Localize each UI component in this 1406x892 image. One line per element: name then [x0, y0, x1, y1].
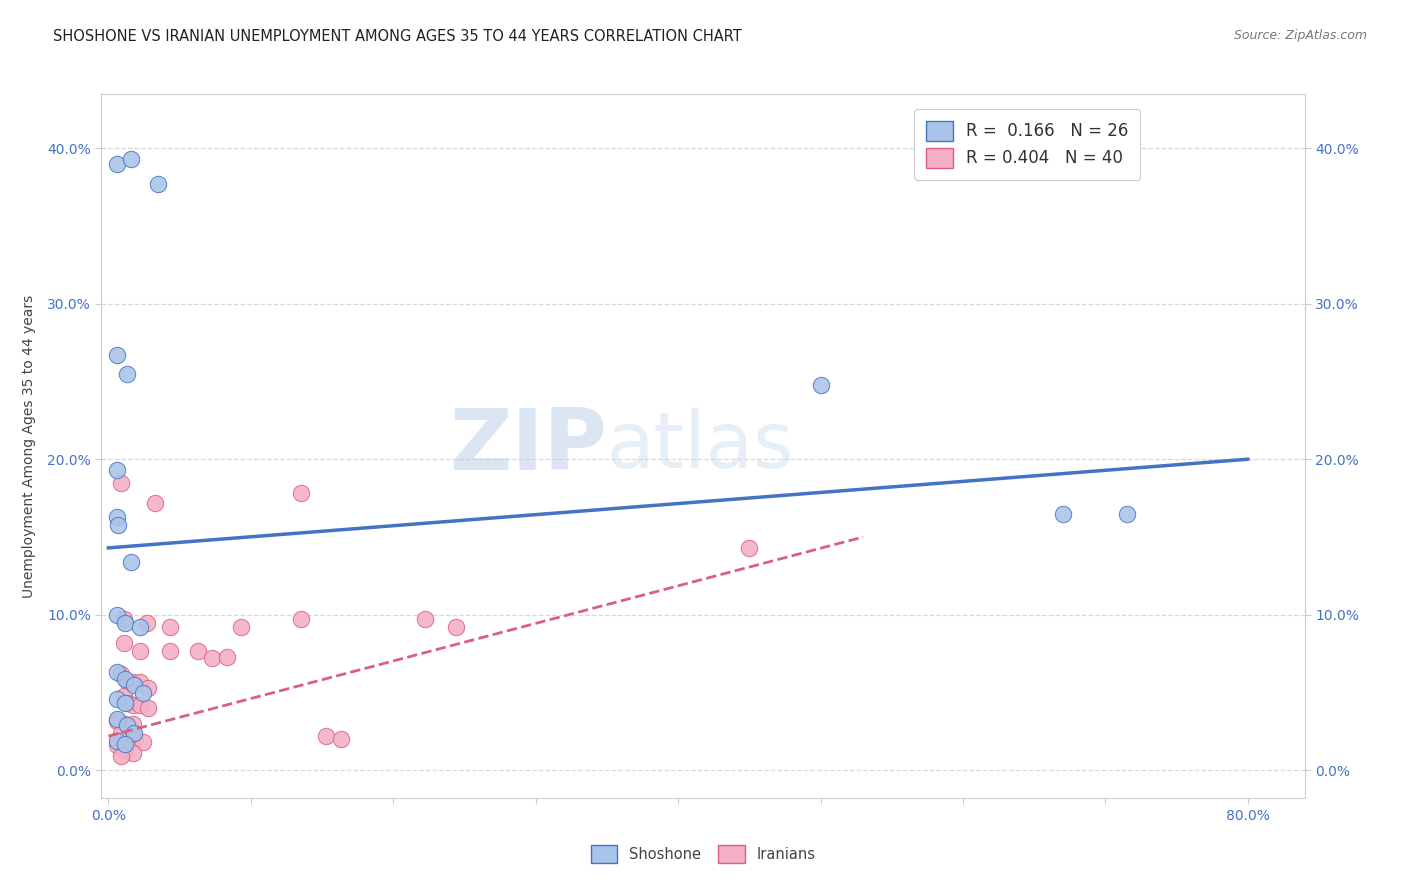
Point [105, 607, 128, 622]
Point [112, 689, 135, 703]
Point [114, 716, 136, 731]
Point [1115, 507, 1137, 521]
Point [105, 712, 128, 726]
Point [128, 698, 150, 712]
Point [114, 615, 136, 630]
Point [148, 177, 170, 191]
Point [105, 733, 128, 747]
Point [114, 743, 136, 757]
Point [105, 463, 128, 477]
Point [290, 486, 312, 500]
Point [121, 746, 143, 760]
Point [105, 714, 128, 728]
Point [187, 643, 209, 657]
Point [136, 681, 159, 695]
Point [159, 643, 181, 657]
Point [159, 620, 181, 634]
Text: ZIP: ZIP [449, 404, 607, 488]
Point [112, 612, 135, 626]
Point [115, 718, 138, 732]
Point [105, 739, 128, 753]
Point [121, 674, 143, 689]
Point [122, 726, 145, 740]
Point [120, 152, 142, 166]
Point [444, 620, 467, 634]
Point [131, 685, 153, 699]
Point [117, 729, 139, 743]
Point [105, 156, 128, 170]
Point [290, 612, 312, 626]
Point [114, 697, 136, 711]
Point [215, 649, 238, 664]
Point [110, 726, 132, 740]
Text: Source: ZipAtlas.com: Source: ZipAtlas.com [1233, 29, 1367, 42]
Point [738, 541, 761, 555]
Point [1052, 507, 1074, 521]
Text: SHOSHONE VS IRANIAN UNEMPLOYMENT AMONG AGES 35 TO 44 YEARS CORRELATION CHART: SHOSHONE VS IRANIAN UNEMPLOYMENT AMONG A… [53, 29, 742, 44]
Point [114, 737, 136, 751]
Point [105, 665, 128, 680]
Point [201, 651, 224, 665]
Point [124, 732, 146, 747]
Point [105, 691, 128, 706]
Point [105, 348, 128, 362]
Point [810, 377, 832, 392]
Point [117, 674, 139, 689]
Point [121, 716, 143, 731]
Point [315, 729, 337, 743]
Point [120, 555, 142, 569]
Point [413, 612, 436, 626]
Point [105, 509, 128, 524]
Point [229, 620, 252, 634]
Y-axis label: Unemployment Among Ages 35 to 44 years: Unemployment Among Ages 35 to 44 years [22, 294, 35, 598]
Point [114, 672, 136, 686]
Legend: Shoshone, Iranians: Shoshone, Iranians [585, 839, 821, 869]
Point [128, 620, 150, 634]
Point [121, 698, 143, 712]
Point [117, 697, 139, 711]
Point [110, 749, 132, 764]
Point [110, 475, 132, 490]
Point [115, 367, 138, 381]
Point [143, 496, 166, 510]
Point [128, 643, 150, 657]
Point [110, 666, 132, 681]
Point [329, 732, 352, 747]
Point [128, 674, 150, 689]
Point [107, 517, 129, 532]
Point [122, 678, 145, 692]
Point [135, 615, 157, 630]
Text: atlas: atlas [607, 408, 794, 484]
Point [112, 636, 135, 650]
Point [136, 701, 159, 715]
Point [131, 735, 153, 749]
